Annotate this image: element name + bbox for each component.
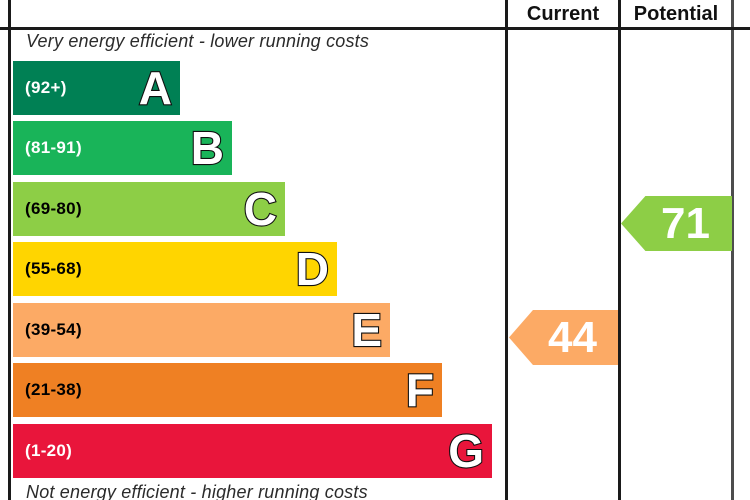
potential-rating-arrow: 71 [621, 196, 732, 251]
band-e-range: (39-54) [25, 320, 82, 339]
band-g-range: (1-20) [25, 441, 73, 460]
potential-rating-value: 71 [661, 198, 710, 248]
band-b-letter: B [190, 122, 225, 174]
band-g-letter: G [447, 425, 485, 477]
epc-band-e: (39-54) E [13, 303, 390, 357]
epc-band-b: (81-91) B [13, 121, 232, 175]
potential-column-header: Potential [633, 3, 719, 25]
current-rating-arrow: 44 [509, 310, 618, 365]
epc-band-g: (1-20) G [13, 424, 492, 478]
caption-very-efficient: Very energy efficient - lower running co… [26, 31, 370, 51]
band-d-letter: D [295, 243, 330, 295]
current-rating-value: 44 [548, 312, 597, 362]
band-f-letter: F [405, 364, 435, 416]
current-column-header: Current [526, 3, 600, 25]
table-right-border [731, 0, 734, 500]
band-a-range: (92+) [25, 78, 67, 97]
potential-column-divider [618, 0, 621, 500]
header-rule [0, 27, 750, 30]
band-c-range: (69-80) [25, 199, 82, 218]
band-d-range: (55-68) [25, 259, 82, 278]
epc-band-f: (21-38) F [13, 363, 442, 417]
band-b-range: (81-91) [25, 138, 82, 157]
epc-band-a: (92+) A [13, 61, 180, 115]
caption-not-efficient: Not energy efficient - higher running co… [26, 482, 368, 500]
current-column-divider [505, 0, 508, 500]
table-left-border [8, 0, 11, 500]
band-e-letter: E [350, 304, 383, 356]
band-a-letter: A [138, 62, 173, 114]
band-f-range: (21-38) [25, 380, 82, 399]
band-c-letter: C [243, 183, 278, 235]
epc-band-c: (69-80) C [13, 182, 285, 236]
epc-band-d: (55-68) D [13, 242, 337, 296]
